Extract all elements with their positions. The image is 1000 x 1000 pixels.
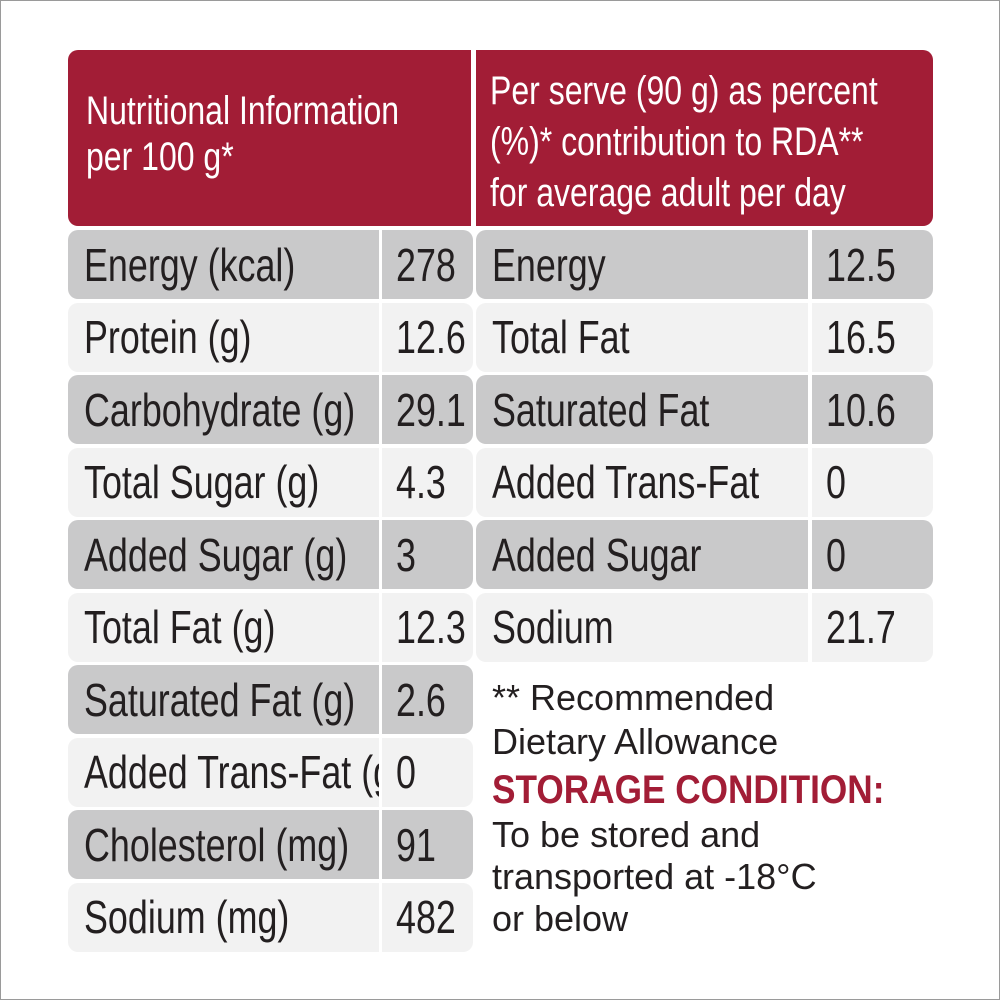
rda-nutrient-label: Added Sugar (476, 520, 808, 589)
nutrient-value-per-100g: 12.6 (382, 302, 473, 372)
nutrient-value-per-100g: 29.1 (382, 375, 473, 444)
nutrient-value-per-100g: 2.6 (382, 665, 473, 734)
rda-percent-value: 10.6 (812, 375, 933, 444)
header-nutrition-per-100g: Nutritional Information per 100 g* (68, 50, 471, 226)
nutrient-value-per-100g: 482 (382, 882, 473, 952)
storage-line-2: transported at -18°C (492, 856, 817, 897)
rda-percent-value: 0 (812, 447, 933, 517)
nutrient-label-per-100g: Saturated Fat (g) (68, 665, 379, 734)
header-rda-per-serve: Per serve (90 g) as percent (%)* contrib… (476, 50, 933, 226)
storage-line-1: To be stored and (492, 814, 761, 855)
nutrient-label-per-100g: Cholesterol (mg) (68, 810, 379, 879)
header-right-line-1: Per serve (90 g) as percent (490, 69, 878, 113)
storage-line-3: or below (492, 898, 629, 939)
rda-percent-value: 12.5 (812, 230, 933, 299)
rda-nutrient-label: Energy (476, 230, 808, 299)
nutrient-value-per-100g: 12.3 (382, 592, 473, 662)
footnote-line-2: Dietary Allowance (492, 721, 779, 762)
nutrient-value-per-100g: 4.3 (382, 447, 473, 517)
nutrient-value-per-100g: 91 (382, 810, 473, 879)
header-left-line-2: per 100 g* (86, 135, 234, 179)
nutrient-label-per-100g: Added Sugar (g) (68, 520, 379, 589)
header-right-line-2: (%)* contribution to RDA** (490, 120, 864, 165)
nutrient-label-per-100g: Total Fat (g) (68, 592, 379, 662)
nutrient-label-per-100g: Protein (g) (68, 302, 379, 372)
nutrient-value-per-100g: 0 (382, 737, 473, 807)
rda-nutrient-label: Total Fat (476, 302, 808, 372)
rda-percent-value: 0 (812, 520, 933, 589)
storage-condition-title: STORAGE CONDITION: (492, 768, 885, 812)
rda-nutrient-label: Saturated Fat (476, 375, 808, 444)
nutrient-label-per-100g: Energy (kcal) (68, 230, 379, 299)
rda-nutrient-label: Added Trans-Fat (476, 447, 808, 517)
rda-percent-value: 21.7 (812, 592, 933, 662)
rda-percent-value: 16.5 (812, 302, 933, 372)
nutrient-label-per-100g: Total Sugar (g) (68, 447, 379, 517)
nutrient-label-per-100g: Added Trans-Fat (g) (68, 737, 379, 807)
header-right-line-3: for average adult per day (490, 171, 846, 216)
rda-footnote: ** Recommended Dietary Allowance (492, 676, 778, 764)
nutrient-value-per-100g: 3 (382, 520, 473, 589)
header-left-line-1: Nutritional Information (86, 89, 400, 133)
footnote-line-1: ** Recommended (492, 677, 775, 718)
storage-condition-text: To be stored and transported at -18°C or… (492, 814, 817, 940)
nutrient-label-per-100g: Sodium (mg) (68, 882, 379, 952)
nutrient-value-per-100g: 278 (382, 230, 473, 299)
rda-nutrient-label: Sodium (476, 592, 808, 662)
nutrient-label-per-100g: Carbohydrate (g) (68, 375, 379, 444)
